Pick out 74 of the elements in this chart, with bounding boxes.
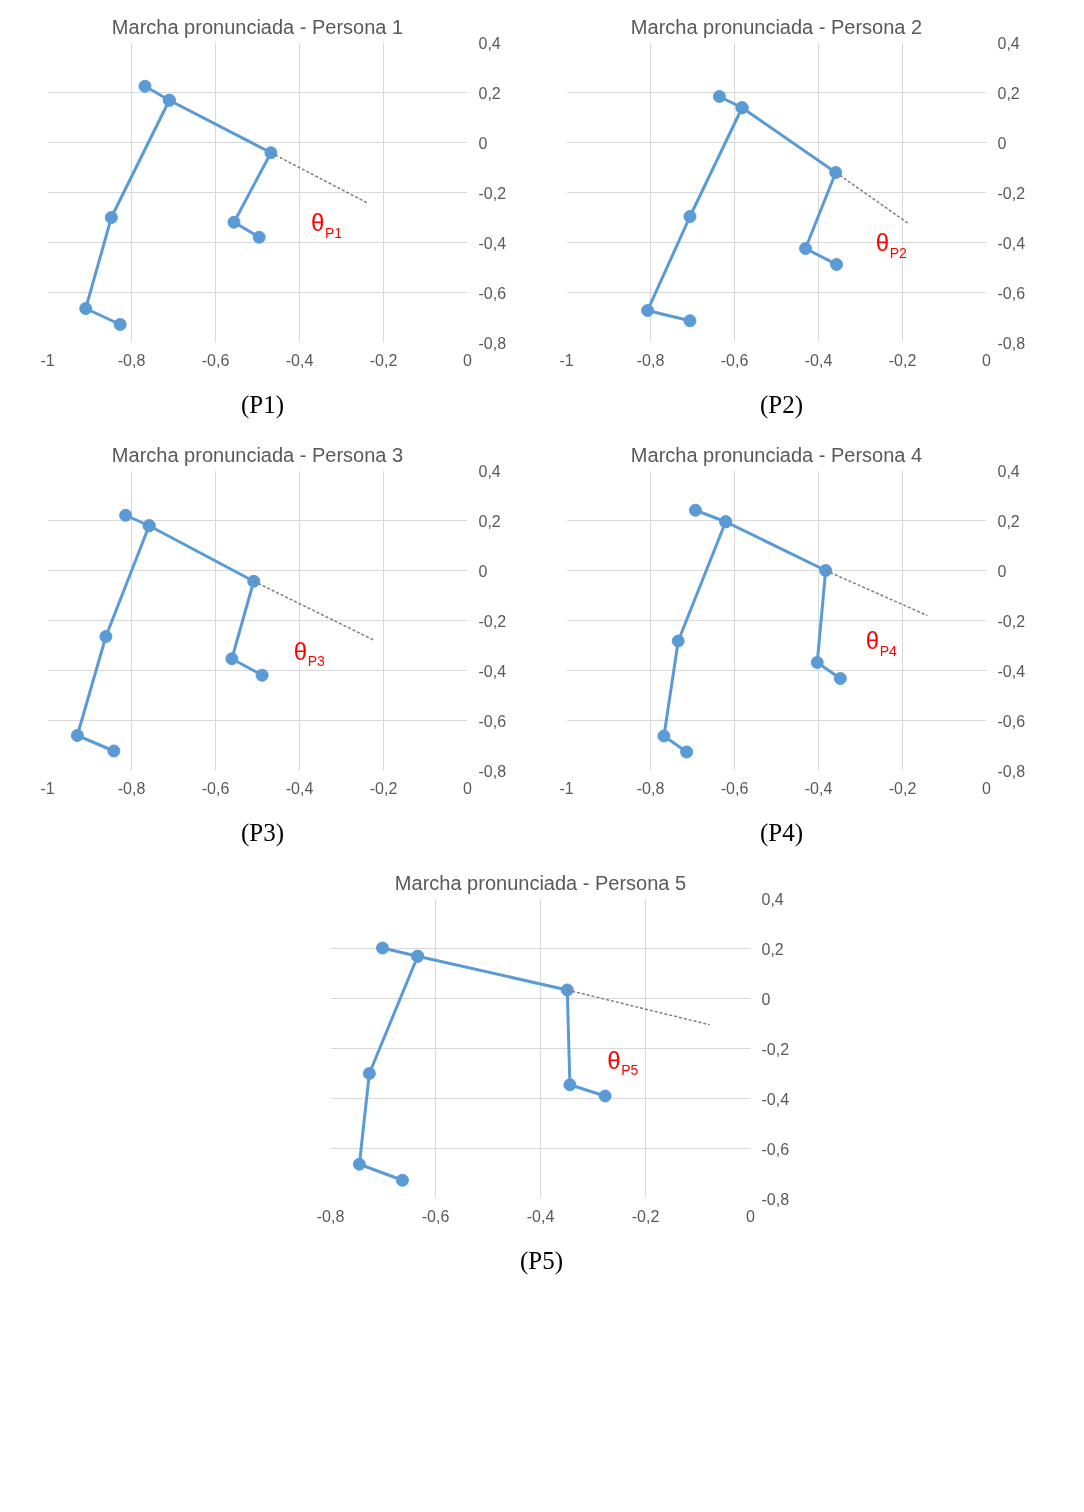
text: (P5)	[519, 1246, 564, 1277]
y-tick-label: -0,8	[478, 334, 507, 352]
x-tick-label: -0,4	[804, 351, 833, 369]
chart-title: Marcha pronunciada - Persona 5	[394, 871, 687, 894]
x-tick-label: 0	[746, 1207, 756, 1225]
y-tick-label: 0,4	[478, 34, 501, 52]
x-tick-label: 0	[463, 351, 473, 369]
text: (P4)	[759, 818, 804, 849]
x-tick-label: -0,6	[720, 779, 749, 797]
x-tick-label: -0,4	[285, 779, 314, 797]
x-tick-label: -0,8	[636, 779, 665, 797]
x-tick-label: -0,2	[369, 351, 398, 369]
y-tick-label: -0,4	[478, 662, 507, 680]
x-tick-label: -0,8	[316, 1207, 345, 1225]
text: (P3)	[240, 818, 285, 849]
x-tick-label: -0,4	[285, 351, 314, 369]
x-tick-label: -0,2	[631, 1207, 660, 1225]
text: (P2)	[759, 390, 804, 421]
x-tick-label: -1	[40, 779, 55, 797]
y-tick-label: -0,8	[761, 1190, 790, 1208]
y-tick-label: -0,2	[478, 612, 507, 630]
chart-title: Marcha pronunciada - Persona 3	[111, 443, 404, 466]
y-tick-label: 0	[761, 990, 771, 1008]
y-tick-label: -0,4	[997, 662, 1026, 680]
y-tick-label: -0,8	[997, 762, 1026, 780]
x-tick-label: -0,2	[369, 779, 398, 797]
x-tick-label: -1	[40, 351, 55, 369]
chart-title: Marcha pronunciada - Persona 2	[630, 15, 923, 38]
y-tick-label: -0,2	[997, 184, 1026, 202]
y-tick-label: -0,6	[478, 284, 507, 302]
y-tick-label: -0,8	[997, 334, 1026, 352]
y-tick-label: 0,2	[997, 84, 1020, 102]
x-tick-label: 0	[982, 779, 992, 797]
x-tick-label: -0,4	[804, 779, 833, 797]
y-tick-label: -0,6	[997, 712, 1026, 730]
x-tick-label: -0,2	[888, 351, 917, 369]
y-tick-label: -0,4	[997, 234, 1026, 252]
y-tick-label: 0,2	[761, 940, 784, 958]
y-tick-label: 0,4	[761, 890, 784, 908]
y-tick-label: -0,2	[761, 1040, 790, 1058]
y-tick-label: 0	[997, 562, 1007, 580]
y-tick-label: -0,4	[478, 234, 507, 252]
x-tick-label: -1	[559, 779, 574, 797]
y-tick-label: -0,6	[478, 712, 507, 730]
x-tick-label: -0,8	[636, 351, 665, 369]
x-tick-label: -0,2	[888, 779, 917, 797]
y-tick-label: 0,4	[997, 462, 1020, 480]
x-tick-label: -0,6	[201, 779, 230, 797]
y-tick-label: -0,4	[761, 1090, 790, 1108]
x-tick-label: -1	[559, 351, 574, 369]
x-tick-label: -0,6	[201, 351, 230, 369]
x-tick-label: 0	[982, 351, 992, 369]
y-tick-label: -0,6	[997, 284, 1026, 302]
y-tick-label: 0,4	[997, 34, 1020, 52]
y-tick-label: -0,2	[997, 612, 1026, 630]
x-tick-label: -0,8	[117, 779, 146, 797]
y-tick-label: -0,2	[478, 184, 507, 202]
y-tick-label: -0,8	[478, 762, 507, 780]
chart-title: Marcha pronunciada - Persona 1	[111, 15, 404, 38]
x-tick-label: 0	[463, 779, 473, 797]
y-tick-label: 0,2	[478, 512, 501, 530]
chart-title: Marcha pronunciada - Persona 4	[630, 443, 923, 466]
y-tick-label: 0	[478, 562, 488, 580]
x-tick-label: -0,8	[117, 351, 146, 369]
text: (P1)	[240, 390, 285, 421]
y-tick-label: 0,2	[478, 84, 501, 102]
x-tick-label: -0,6	[421, 1207, 450, 1225]
y-tick-label: -0,6	[761, 1140, 790, 1158]
x-tick-label: -0,4	[526, 1207, 555, 1225]
y-tick-label: 0	[997, 134, 1007, 152]
y-tick-label: 0,4	[478, 462, 501, 480]
y-tick-label: 0,2	[997, 512, 1020, 530]
x-tick-label: -0,6	[720, 351, 749, 369]
y-tick-label: 0	[478, 134, 488, 152]
